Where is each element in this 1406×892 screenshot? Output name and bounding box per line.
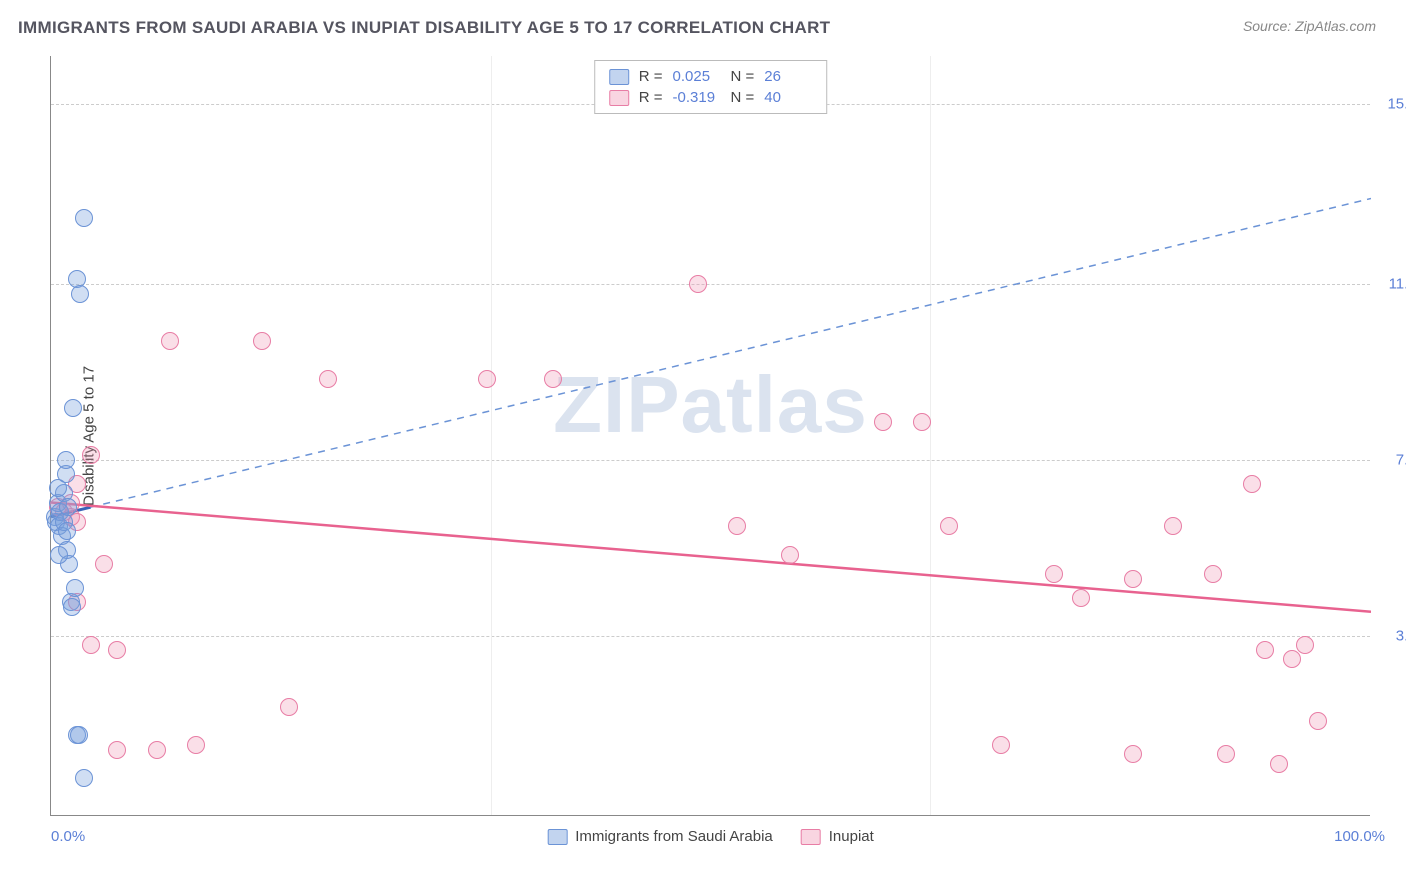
data-point-pink (940, 517, 958, 535)
source-attribution: Source: ZipAtlas.com (1243, 18, 1376, 34)
r-value-blue: 0.025 (673, 68, 721, 85)
y-tick-label: 11.2% (1389, 276, 1406, 293)
data-point-pink (478, 370, 496, 388)
trend-lines (51, 56, 1371, 816)
n-label: N = (731, 89, 755, 106)
series-legend: Immigrants from Saudi Arabia Inupiat (547, 828, 874, 845)
data-point-pink (319, 370, 337, 388)
data-point-pink (161, 332, 179, 350)
r-value-pink: -0.319 (673, 89, 721, 106)
data-point-pink (781, 546, 799, 564)
data-point-pink (1270, 755, 1288, 773)
data-point-blue (66, 579, 84, 597)
n-value-blue: 26 (764, 68, 812, 85)
data-point-pink (148, 741, 166, 759)
chart-title: IMMIGRANTS FROM SAUDI ARABIA VS INUPIAT … (18, 18, 830, 38)
data-point-blue (70, 726, 88, 744)
data-point-pink (913, 413, 931, 431)
data-point-pink (728, 517, 746, 535)
data-point-blue (50, 546, 68, 564)
data-point-pink (253, 332, 271, 350)
data-point-blue (64, 399, 82, 417)
y-tick-label: 3.8% (1396, 627, 1406, 644)
stats-legend: R = 0.025 N = 26 R = -0.319 N = 40 (594, 60, 828, 114)
data-point-blue (57, 451, 75, 469)
data-point-pink (1124, 570, 1142, 588)
swatch-blue-icon (547, 829, 567, 845)
legend-label-pink: Inupiat (829, 828, 874, 845)
gridline-h (51, 284, 1370, 285)
data-point-pink (108, 641, 126, 659)
data-point-pink (1204, 565, 1222, 583)
data-point-pink (1164, 517, 1182, 535)
data-point-blue (58, 522, 76, 540)
watermark: ZIPatlas (553, 359, 868, 451)
data-point-pink (1243, 475, 1261, 493)
data-point-pink (1256, 641, 1274, 659)
data-point-pink (82, 446, 100, 464)
gridline-h (51, 460, 1370, 461)
legend-item-blue: Immigrants from Saudi Arabia (547, 828, 773, 845)
scatter-chart: Disability Age 5 to 17 3.8%7.5%11.2%15.0… (50, 56, 1370, 816)
x-axis-max-label: 100.0% (1334, 828, 1385, 845)
data-point-pink (1309, 712, 1327, 730)
data-point-pink (992, 736, 1010, 754)
n-label: N = (731, 68, 755, 85)
data-point-pink (187, 736, 205, 754)
data-point-pink (1217, 745, 1235, 763)
stats-row-pink: R = -0.319 N = 40 (609, 87, 813, 108)
data-point-pink (108, 741, 126, 759)
legend-item-pink: Inupiat (801, 828, 874, 845)
data-point-blue (75, 209, 93, 227)
swatch-pink-icon (609, 90, 629, 106)
n-value-pink: 40 (764, 89, 812, 106)
data-point-pink (544, 370, 562, 388)
data-point-pink (95, 555, 113, 573)
gridline-h (51, 636, 1370, 637)
data-point-pink (1283, 650, 1301, 668)
gridline-v (491, 56, 492, 815)
legend-label-blue: Immigrants from Saudi Arabia (575, 828, 773, 845)
r-label: R = (639, 89, 663, 106)
data-point-pink (1296, 636, 1314, 654)
x-axis-min-label: 0.0% (51, 828, 85, 845)
data-point-pink (280, 698, 298, 716)
data-point-blue (59, 498, 77, 516)
data-point-pink (1072, 589, 1090, 607)
data-point-pink (1124, 745, 1142, 763)
y-tick-label: 15.0% (1387, 95, 1406, 112)
data-point-blue (75, 769, 93, 787)
data-point-blue (71, 285, 89, 303)
data-point-pink (874, 413, 892, 431)
data-point-pink (82, 636, 100, 654)
data-point-blue (63, 598, 81, 616)
r-label: R = (639, 68, 663, 85)
swatch-blue-icon (609, 69, 629, 85)
gridline-v (930, 56, 931, 815)
data-point-pink (689, 275, 707, 293)
stats-row-blue: R = 0.025 N = 26 (609, 66, 813, 87)
y-tick-label: 7.5% (1396, 451, 1406, 468)
data-point-blue (49, 479, 67, 497)
data-point-pink (1045, 565, 1063, 583)
swatch-pink-icon (801, 829, 821, 845)
